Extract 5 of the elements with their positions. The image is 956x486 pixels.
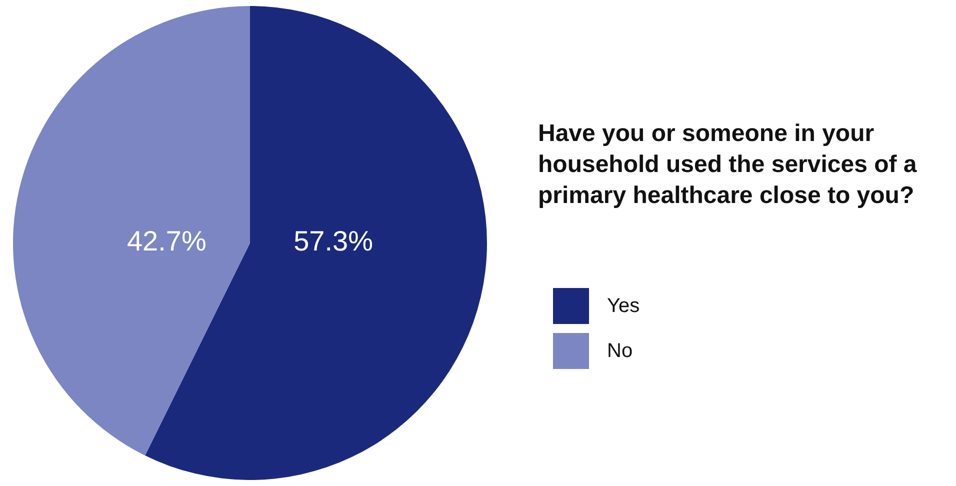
legend-label: No (607, 340, 633, 362)
data-label: 42.7% (126, 226, 206, 257)
data-label: 57.3% (294, 226, 374, 257)
legend-label: Yes (607, 294, 640, 318)
text: Have you or someone in your household used the services of a primary healthcare close to you? (538, 119, 918, 211)
